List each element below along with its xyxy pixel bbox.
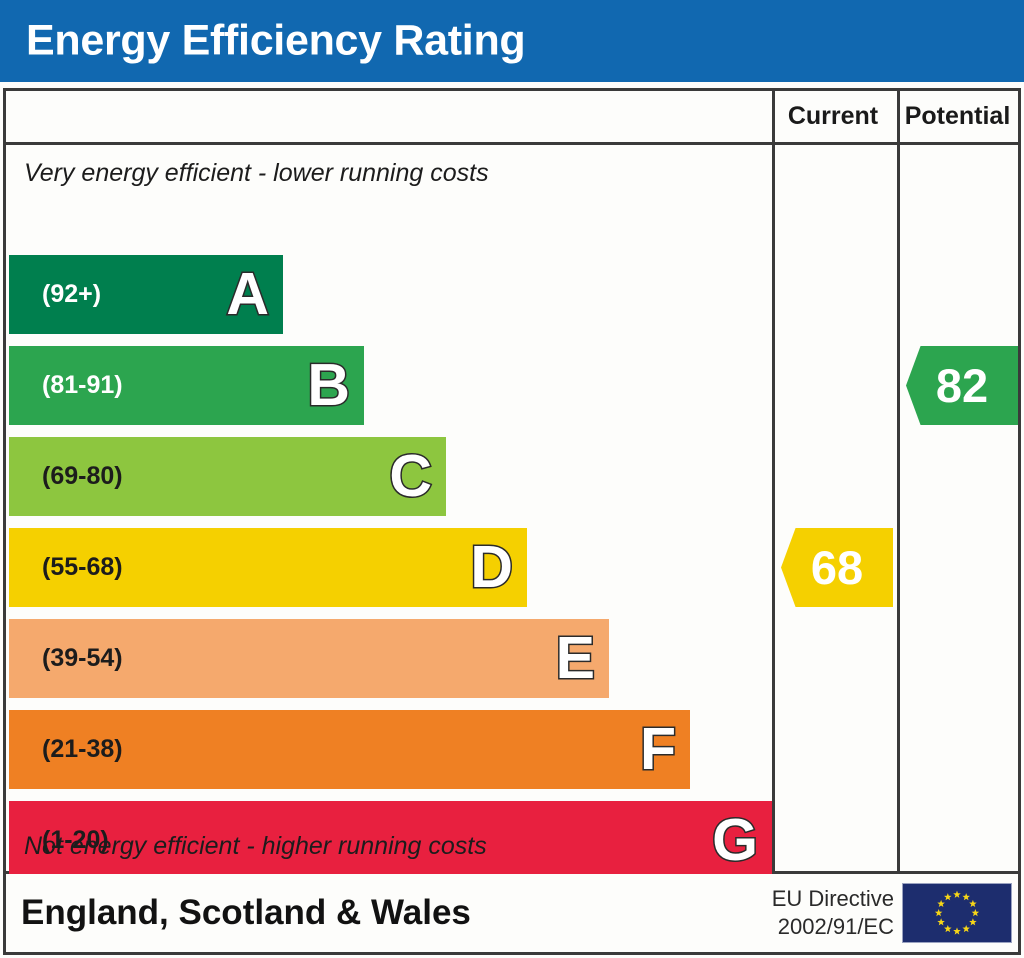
eu-directive-line-1: EU Directive — [771, 885, 894, 911]
caption-inefficient: Not energy efficient - higher running co… — [24, 832, 487, 860]
band-range-c: (69-80) — [42, 462, 123, 490]
band-range-e: (39-54) — [42, 644, 123, 672]
band-c: (69-80) C — [9, 437, 446, 516]
band-range-f: (21-38) — [42, 735, 123, 763]
eu-flag-icon — [902, 883, 1012, 943]
column-header-current: Current — [787, 102, 879, 130]
band-d: (55-68) D — [9, 528, 527, 607]
column-divider-right — [897, 91, 900, 871]
band-f: (21-38) F — [9, 710, 690, 789]
band-letter-b: B — [306, 352, 352, 418]
column-divider-left — [772, 91, 775, 871]
column-header-potential: Potential — [904, 102, 1011, 130]
rating-scale-area: Very energy efficient - lower running co… — [6, 145, 772, 880]
rating-table: Current Potential Very energy efficient … — [3, 88, 1021, 880]
rating-arrow-potential: 82 — [906, 346, 1018, 425]
footer-row: England, Scotland & Wales EU Directive 2… — [3, 874, 1021, 955]
band-e: (39-54) E — [9, 619, 609, 698]
caption-efficient: Very energy efficient - lower running co… — [24, 159, 489, 187]
band-letter-c: C — [388, 443, 434, 509]
band-letter-f: F — [638, 716, 677, 782]
eu-directive-line-2: 2002/91/EC — [777, 914, 894, 939]
band-g: (1-20) G — [9, 801, 772, 880]
rating-arrow-current: 68 — [781, 528, 893, 607]
band-range-a: (92+) — [42, 280, 102, 308]
page-title: Energy Efficiency Rating — [26, 16, 526, 65]
band-letter-e: E — [554, 625, 596, 691]
band-range-g: (1-20) — [42, 826, 109, 854]
region-label: England, Scotland & Wales — [21, 893, 471, 932]
column-header-row: Current Potential — [6, 91, 1018, 145]
band-letter-g: G — [711, 807, 760, 873]
eu-directive-text: EU Directive 2002/91/EC — [772, 885, 894, 941]
band-b: (81-91) B — [9, 346, 364, 425]
band-range-d: (55-68) — [42, 553, 123, 581]
header-bar: Energy Efficiency Rating — [0, 0, 1024, 82]
band-range-b: (81-91) — [42, 371, 123, 399]
band-letter-a: A — [225, 261, 271, 327]
band-a: (92+) A — [9, 255, 283, 334]
band-letter-d: D — [469, 534, 515, 600]
